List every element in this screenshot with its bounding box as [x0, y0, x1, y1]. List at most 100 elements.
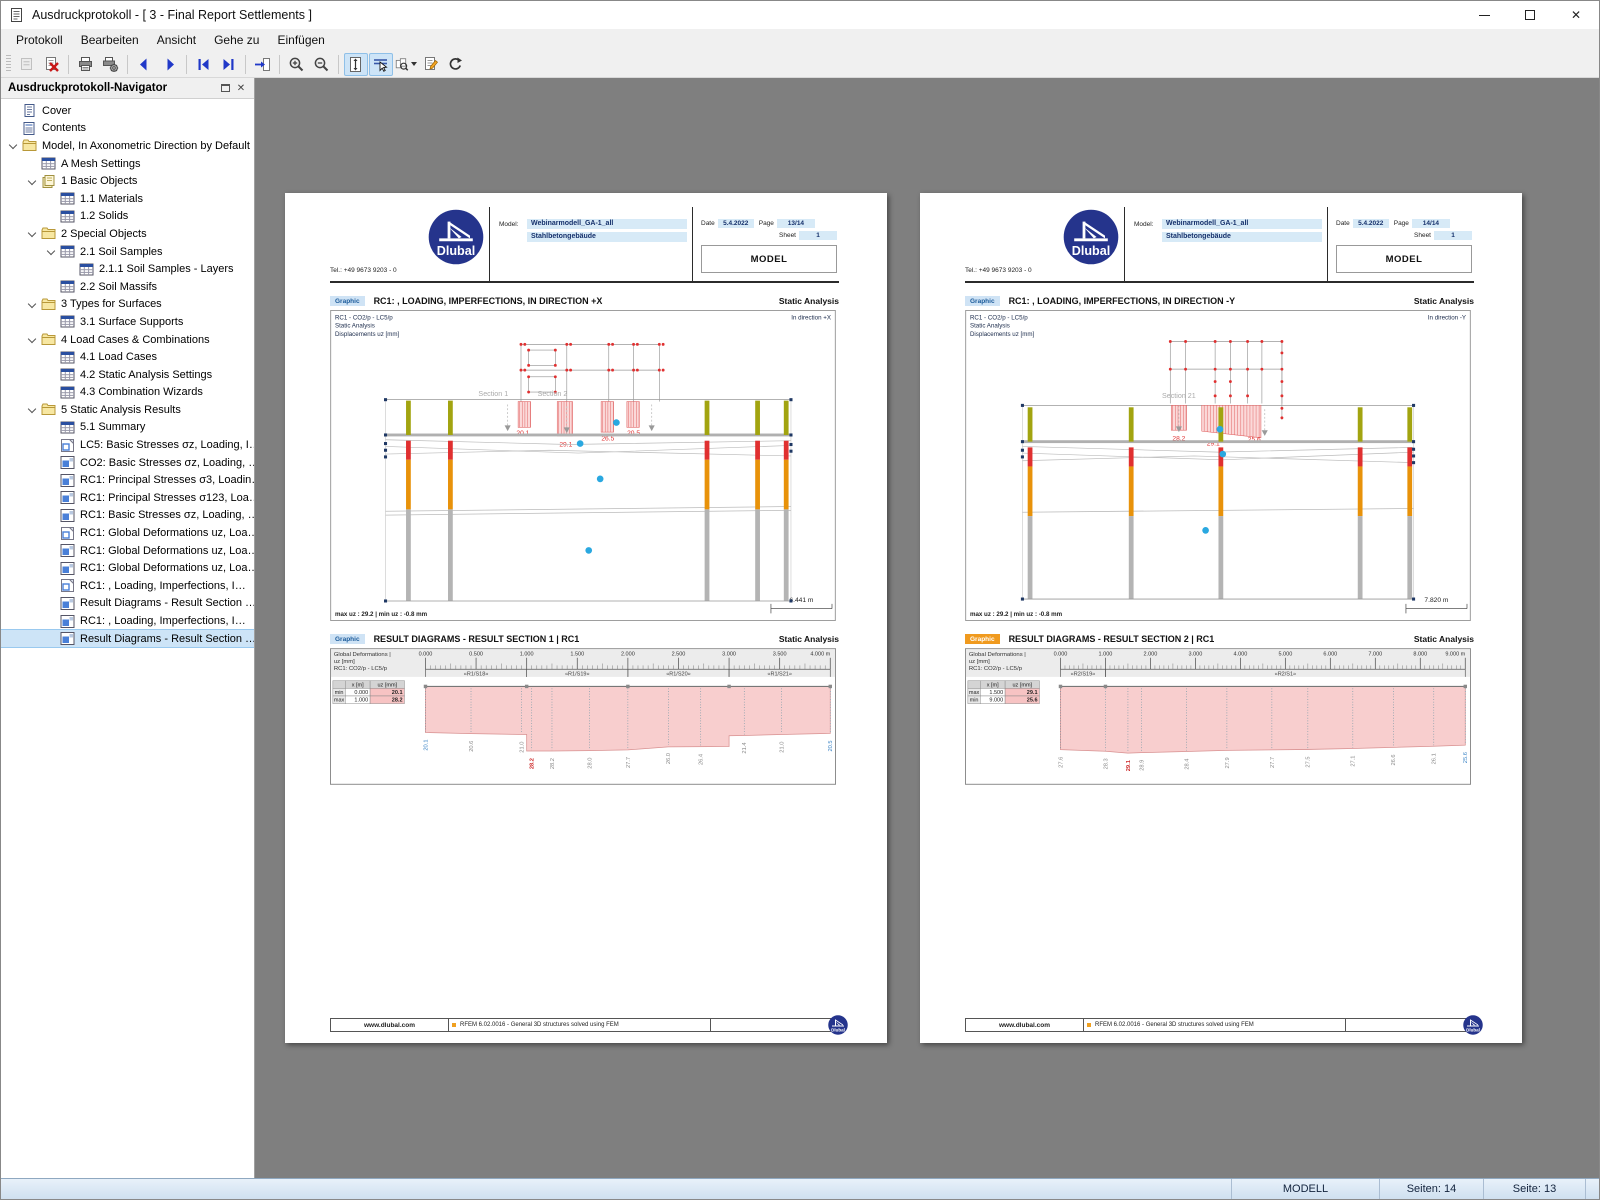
toolbar-separator — [245, 54, 246, 74]
svg-text:20.5: 20.5 — [828, 740, 834, 751]
menu-bearbeiten[interactable]: Bearbeiten — [80, 33, 139, 47]
tree-item-23[interactable]: RC1: Basic Stresses σz, Loading, … — [1, 507, 254, 525]
tree-item-19[interactable]: LC5: Basic Stresses σz, Loading, I… — [1, 436, 254, 454]
tree-item-28[interactable]: Result Diagrams - Result Section … — [1, 595, 254, 613]
menu-protokoll[interactable]: Protokoll — [16, 33, 63, 47]
chevron-down-icon[interactable] — [9, 141, 18, 150]
svg-text:20.6: 20.6 — [469, 741, 475, 752]
svg-text:max: max — [334, 698, 345, 704]
previous-page-button[interactable] — [133, 53, 157, 76]
menu-bar: Protokoll Bearbeiten Ansicht Gehe zu Einfüge… — [1, 29, 1599, 51]
chevron-down-icon[interactable] — [47, 247, 56, 256]
refresh-button[interactable] — [444, 53, 468, 76]
svg-text:28.2: 28.2 — [530, 758, 536, 769]
svg-text:27.5: 27.5 — [1306, 756, 1312, 767]
report-viewer[interactable]: Dlubal Tel.: +49 9673 9203 - 0 Model: Webin… — [255, 78, 1599, 1178]
pick-mode-button[interactable] — [368, 52, 393, 76]
view-mode-button[interactable] — [394, 53, 418, 76]
maximize-button[interactable] — [1507, 1, 1553, 29]
dropdown-caret[interactable] — [410, 62, 417, 66]
chevron-down-icon[interactable] — [28, 229, 37, 238]
print-preview-button — [15, 53, 39, 76]
tree-item-6[interactable]: 1.2 Solids — [1, 208, 254, 226]
tree-item-16[interactable]: 4.3 Combination Wizards — [1, 384, 254, 402]
print-button[interactable] — [74, 53, 98, 76]
tree-item-4[interactable]: 1 Basic Objects — [1, 172, 254, 190]
tree-item-2[interactable]: Model, In Axonometric Direction by Defau… — [1, 137, 254, 155]
svg-text:«R1/S20»: «R1/S20» — [666, 671, 691, 677]
tree-item-15[interactable]: 4.2 Static Analysis Settings — [1, 366, 254, 384]
table-icon — [79, 263, 94, 276]
tree-item-13[interactable]: 4 Load Cases & Combinations — [1, 331, 254, 349]
graphic-title: RC1: , LOADING, IMPERFECTIONS, IN DIRECT… — [373, 296, 603, 306]
tree-item-20[interactable]: CO2: Basic Stresses σz, Loading, … — [1, 454, 254, 472]
tree-item-17[interactable]: 5 Static Analysis Results — [1, 401, 254, 419]
tree-item-30[interactable]: Result Diagrams - Result Section … — [1, 628, 254, 649]
goto-page-button[interactable] — [251, 53, 275, 76]
svg-text:5.000: 5.000 — [1278, 651, 1292, 657]
tree-item-25[interactable]: RC1: Global Deformations uz, Loa… — [1, 542, 254, 560]
tree-item-1[interactable]: Contents — [1, 120, 254, 138]
close-panel-button[interactable]: ✕ — [236, 82, 246, 94]
graphic-title: RESULT DIAGRAMS - RESULT SECTION 1 | RC1 — [373, 634, 580, 644]
navigator-title: Ausdruckprotokoll-Navigator — [8, 82, 168, 94]
company-phone: Tel.: +49 9673 9203 - 0 — [965, 267, 1032, 274]
tree-item-29[interactable]: RC1: , Loading, Imperfections, I… — [1, 612, 254, 630]
next-page-button[interactable] — [158, 53, 182, 76]
footer-program-version: RFEM 6.02.0016 - General 3D structures s… — [1095, 1022, 1254, 1028]
svg-text:6.441 m: 6.441 m — [789, 597, 814, 604]
tree-item-24[interactable]: RC1: Global Deformations uz, Loa… — [1, 524, 254, 542]
edit-page-button[interactable] — [419, 53, 443, 76]
model-row: Model: Webinarmodell_GA-1_all Stahlbetonge… — [499, 219, 692, 245]
menu-ansicht[interactable]: Ansicht — [156, 33, 197, 47]
tree-item-8[interactable]: 2.1 Soil Samples — [1, 243, 254, 261]
minimize-button[interactable] — [1461, 1, 1507, 29]
svg-text:Section 1: Section 1 — [478, 390, 508, 398]
svg-text:max uz : 29.2 | min uz : -0.8: max uz : 29.2 | min uz : -0.8 mm — [970, 611, 1063, 618]
tree-item-0[interactable]: Cover — [1, 102, 254, 120]
tree-item-9[interactable]: 2.1.1 Soil Samples - Layers — [1, 260, 254, 278]
chevron-down-icon[interactable] — [28, 335, 37, 344]
last-page-button[interactable] — [217, 53, 241, 76]
svg-text:«R1/S19»: «R1/S19» — [565, 671, 590, 677]
tree-item-label: RC1: , Loading, Imperfections, I… — [80, 615, 246, 628]
tree-item-10[interactable]: 2.2 Soil Massifs — [1, 278, 254, 296]
tree-item-18[interactable]: 5.1 Summary — [1, 419, 254, 437]
tree-item-26[interactable]: RC1: Global Deformations uz, Loa… — [1, 559, 254, 577]
svg-text:Dlubal: Dlubal — [1466, 1028, 1480, 1033]
menu-gehe-zu[interactable]: Gehe zu — [214, 33, 260, 47]
svg-text:0.000: 0.000 — [354, 690, 368, 696]
graphic-page-icon — [60, 438, 75, 452]
first-page-button[interactable] — [192, 53, 216, 76]
tree-item-label: Result Diagrams - Result Section … — [80, 597, 254, 610]
tree-item-27[interactable]: RC1: , Loading, Imperfections, I… — [1, 577, 254, 595]
svg-text:20.1: 20.1 — [516, 430, 529, 437]
model-name: Webinarmodell_GA-1_all — [1162, 219, 1322, 229]
tree-item-7[interactable]: 2 Special Objects — [1, 225, 254, 243]
fit-page-height-button[interactable] — [343, 52, 368, 76]
svg-text:6.000: 6.000 — [1323, 651, 1337, 657]
chevron-down-icon[interactable] — [28, 300, 37, 309]
svg-text:Global Deformations |: Global Deformations | — [969, 652, 1026, 658]
delete-page-button[interactable] — [40, 53, 64, 76]
tree-item-5[interactable]: 1.1 Materials — [1, 190, 254, 208]
tree-item-12[interactable]: 3.1 Surface Supports — [1, 313, 254, 331]
tree-item-label: Cover — [42, 104, 72, 117]
print-settings-button[interactable] — [99, 53, 123, 76]
zoom-out-button[interactable] — [310, 53, 334, 76]
chevron-down-icon[interactable] — [28, 177, 37, 186]
tree-item-14[interactable]: 4.1 Load Cases — [1, 348, 254, 366]
tree-item-3[interactable]: A Mesh Settings — [1, 155, 254, 173]
zoom-in-button[interactable] — [285, 53, 309, 76]
tree-item-22[interactable]: RC1: Principal Stresses σ123, Loa… — [1, 489, 254, 507]
tree-item-21[interactable]: RC1: Principal Stresses σ3, Loadin… — [1, 471, 254, 489]
menu-einfügen[interactable]: Einfügen — [277, 33, 325, 47]
float-panel-button[interactable] — [217, 81, 233, 96]
close-button[interactable]: ✕ — [1570, 8, 1582, 22]
chevron-down-icon[interactable] — [28, 405, 37, 414]
footer-dlubal-logo: Dlubal — [828, 1015, 848, 1037]
tree-item-11[interactable]: 3 Types for Surfaces — [1, 296, 254, 314]
svg-text:max: max — [969, 690, 980, 696]
tree-item-label: Contents — [42, 122, 87, 135]
